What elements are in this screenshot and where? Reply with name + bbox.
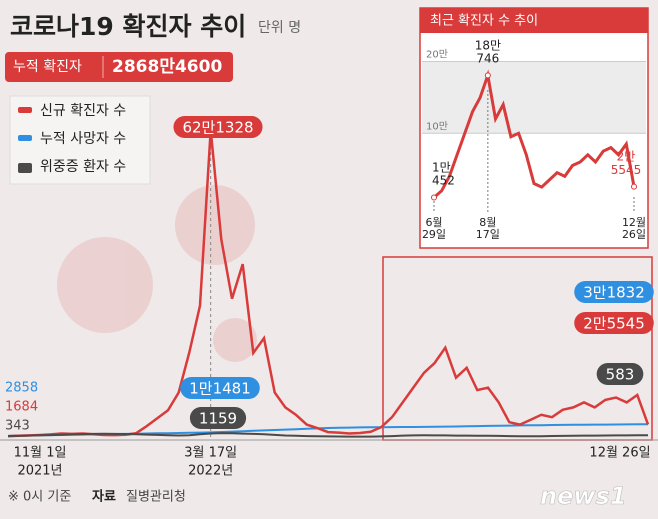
- x-tick-label: 3월 17일: [184, 446, 237, 461]
- x-tick-label: 12월 26일: [589, 446, 650, 461]
- virus-decoration: [57, 185, 257, 362]
- band: [422, 61, 646, 134]
- total-box: [5, 52, 233, 82]
- series-line: [7, 129, 650, 438]
- point: [631, 183, 637, 190]
- y-tick-label: 20만: [426, 49, 448, 61]
- label-pill: [574, 312, 654, 334]
- label-pill: [574, 281, 654, 303]
- unit: 단위 명: [258, 20, 301, 36]
- total-value: 2868만4600: [112, 57, 222, 77]
- series-line: [7, 432, 648, 438]
- year-label: 2021년: [17, 464, 62, 479]
- label-pill: [173, 116, 263, 138]
- source: 질병관리청: [126, 490, 186, 505]
- source-label: 자료: [92, 490, 116, 505]
- total-label: 누적 확진자: [13, 59, 82, 75]
- start-value: 343: [5, 419, 30, 434]
- x-tick-label: 12월 26일: [622, 216, 646, 241]
- inset-header: [420, 8, 648, 33]
- label-pill: [189, 407, 247, 429]
- legend-swatch: [18, 163, 32, 173]
- chart-title: 코로나19 확진자 추이: [10, 12, 246, 41]
- start-value: 2858: [5, 381, 38, 396]
- value-label: 3만1832: [583, 284, 645, 302]
- point: [431, 194, 437, 201]
- x-tick-label: 11월 1일: [14, 446, 67, 461]
- value-label: 18만 746: [475, 38, 501, 65]
- legend-label: 신규 확진자 수: [40, 103, 126, 119]
- label-pill: [180, 377, 260, 399]
- start-value: 1684: [5, 400, 38, 415]
- x-tick-label: 6월 29일: [422, 216, 446, 241]
- legend-swatch: [18, 135, 32, 141]
- point: [484, 72, 491, 79]
- legend: [9, 95, 151, 185]
- y-tick-label: 10만: [426, 120, 448, 132]
- year-label: 2022년: [188, 464, 233, 479]
- legend-label: 누적 사망자 수: [40, 131, 126, 147]
- legend-swatch: [18, 107, 32, 113]
- value-label: 2만5545: [583, 315, 645, 333]
- x-tick-label: 8월 17일: [476, 216, 500, 241]
- series-line: [433, 69, 636, 199]
- value-label: 1만 452: [432, 160, 455, 187]
- value-label: 1159: [199, 410, 237, 428]
- label-pill: [596, 363, 644, 385]
- value-label: 1만1481: [189, 380, 251, 398]
- value-label: 583: [606, 366, 635, 384]
- legend-label: 위중증 환자 수: [40, 159, 126, 175]
- inset-title: 최근 확진자 수 추이: [430, 14, 538, 29]
- logo: news1: [540, 482, 627, 510]
- value-label: 62만1328: [182, 119, 253, 137]
- source-note: ※ 0시 기준: [8, 490, 71, 505]
